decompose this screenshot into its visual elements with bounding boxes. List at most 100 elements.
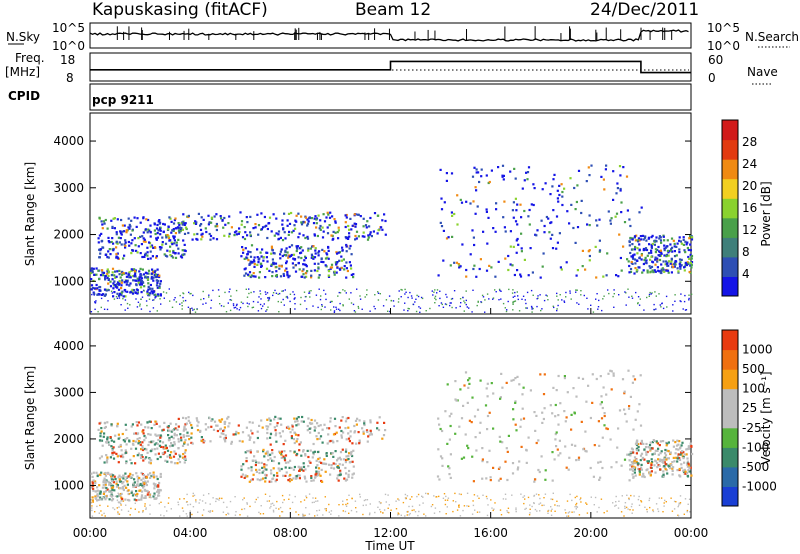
echo-cell <box>280 453 283 456</box>
echo-cell <box>110 423 113 426</box>
echo-cell <box>172 235 175 238</box>
clutter-cell <box>225 514 227 516</box>
clutter-cell <box>405 497 407 499</box>
echo-cell <box>638 256 641 259</box>
echo-cell <box>263 465 266 468</box>
echo-cell <box>158 488 161 492</box>
echo-cell <box>128 439 131 442</box>
clutter-cell <box>690 293 693 295</box>
echo-cell <box>125 443 128 446</box>
echo-cell <box>469 253 472 256</box>
clutter-cell <box>117 501 120 503</box>
echo-cell <box>275 217 278 220</box>
echo-cell <box>96 489 99 492</box>
clutter-cell <box>293 298 296 300</box>
echo-cell <box>179 455 182 458</box>
colorbar-segment <box>722 486 738 507</box>
echo-cell <box>141 448 145 452</box>
clutter-cell <box>305 308 308 310</box>
echo-cell <box>130 425 133 428</box>
clutter-cell <box>590 496 592 498</box>
echo-cell <box>182 435 185 439</box>
clutter-cell <box>192 495 194 497</box>
echo-cell <box>672 445 675 448</box>
echo-cell <box>350 228 353 231</box>
echo-cell <box>223 438 226 441</box>
echo-cell <box>353 213 356 216</box>
echo-cell <box>570 413 573 416</box>
echo-cell <box>616 187 619 190</box>
clutter-cell <box>434 295 437 298</box>
clutter-cell <box>688 498 691 500</box>
echo-cell <box>682 469 685 472</box>
clutter-cell <box>118 502 120 504</box>
clutter-cell <box>476 495 479 497</box>
clutter-cell <box>670 497 672 499</box>
colorbar-segment <box>722 198 738 219</box>
echo-cell <box>615 192 618 195</box>
echo-cell <box>647 446 650 449</box>
echo-cell <box>140 423 143 426</box>
echo-cell <box>230 226 233 229</box>
colorbar-segment <box>722 369 738 390</box>
echo-cell <box>631 448 634 451</box>
echo-cell <box>336 252 339 255</box>
echo-cell <box>463 384 466 387</box>
echo-cell <box>177 437 180 441</box>
clutter-cell <box>415 298 417 300</box>
echo-cell <box>91 480 94 483</box>
echo-cell <box>601 466 604 470</box>
echo-cell <box>574 241 577 244</box>
echo-cell <box>215 238 219 241</box>
clutter-cell <box>421 495 423 497</box>
echo-cell <box>265 267 269 270</box>
echo-cell <box>146 276 150 279</box>
clutter-cell <box>450 302 452 304</box>
echo-cell <box>570 203 573 206</box>
echo-cell <box>659 239 663 242</box>
clutter-cell <box>118 294 120 297</box>
echo-cell <box>441 464 444 467</box>
echo-cell <box>353 431 356 434</box>
echo-cell <box>609 219 612 222</box>
clutter-cell <box>122 298 124 300</box>
clutter-cell <box>333 311 336 313</box>
echo-cell <box>141 482 144 485</box>
echo-cell <box>100 427 103 430</box>
echo-cell <box>443 201 446 204</box>
echo-cell <box>103 461 106 464</box>
echo-cell <box>149 476 152 479</box>
echo-cell <box>105 461 109 464</box>
echo-cell <box>118 474 121 477</box>
echo-cell <box>168 429 171 432</box>
echo-cell <box>310 418 313 422</box>
echo-cell <box>122 272 125 275</box>
echo-cell <box>271 449 274 452</box>
clutter-cell <box>222 511 225 513</box>
echo-cell <box>130 242 133 245</box>
clutter-cell <box>317 306 319 309</box>
echo-cell <box>99 252 102 255</box>
clutter-cell <box>632 509 634 511</box>
clutter-cell <box>407 296 409 299</box>
clutter-cell <box>162 291 165 293</box>
echo-cell <box>200 436 203 439</box>
echo-cell <box>303 259 306 262</box>
echo-cell <box>205 230 208 234</box>
echo-cell <box>303 276 306 279</box>
clutter-cell <box>216 498 219 500</box>
clutter-cell <box>255 498 257 501</box>
clutter-cell <box>230 295 232 297</box>
clutter-cell <box>566 515 568 517</box>
clutter-cell <box>259 303 262 306</box>
clutter-cell <box>249 505 251 508</box>
echo-cell <box>302 465 306 468</box>
echo-cell <box>504 230 507 233</box>
clutter-cell <box>679 495 682 497</box>
echo-cell <box>565 466 568 469</box>
clutter-cell <box>576 302 578 304</box>
echo-cell <box>631 248 634 251</box>
echo-cell <box>479 258 482 261</box>
echo-cell <box>181 249 184 252</box>
echo-cell <box>314 247 317 250</box>
